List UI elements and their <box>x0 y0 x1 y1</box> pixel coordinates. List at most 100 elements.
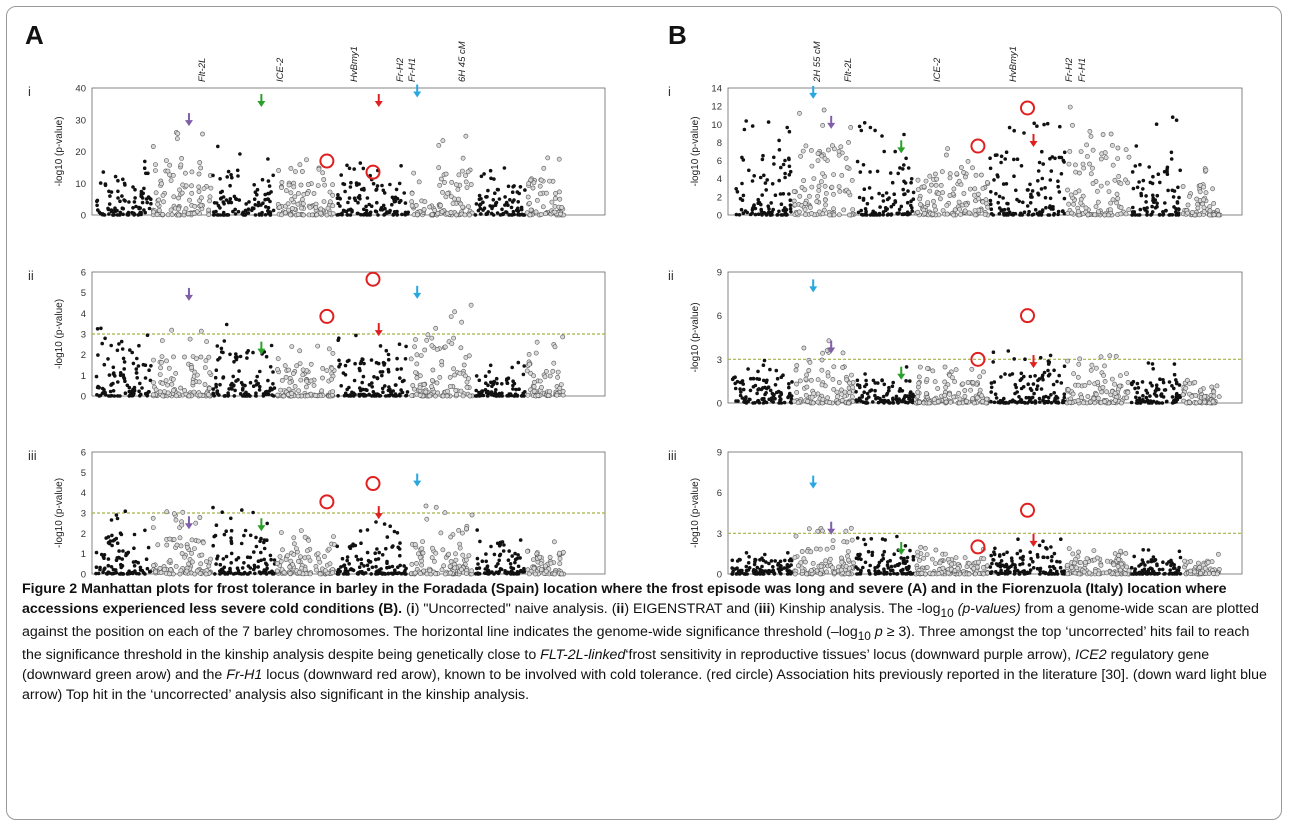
snp-point <box>107 189 111 194</box>
snp-point <box>1176 185 1180 190</box>
snp-point <box>1098 354 1104 360</box>
snp-point <box>785 125 789 130</box>
plot-area <box>727 451 1243 575</box>
snp-point <box>393 568 397 572</box>
arrow-head <box>374 101 383 108</box>
snp-point <box>537 378 543 384</box>
snp-point <box>120 557 124 561</box>
snp-point <box>437 182 443 188</box>
snp-point <box>291 552 297 558</box>
snp-point <box>409 393 415 399</box>
snp-point <box>183 206 189 212</box>
y-tick-label: 4 <box>717 174 722 185</box>
snp-point <box>364 208 369 213</box>
snp-point <box>466 553 472 558</box>
snp-point <box>240 566 245 570</box>
snp-point <box>1151 399 1156 404</box>
snp-point <box>1049 169 1054 173</box>
snp-point <box>326 546 332 552</box>
snp-point <box>390 202 394 207</box>
snp-point <box>138 211 142 216</box>
snp-point <box>402 564 406 568</box>
snp-point <box>439 567 445 573</box>
snp-point <box>229 516 233 521</box>
snp-point <box>1068 192 1074 198</box>
snp-point <box>769 201 773 205</box>
snp-point <box>559 571 564 577</box>
snp-point <box>242 561 246 565</box>
snp-point <box>1211 389 1217 395</box>
snp-point <box>287 564 293 570</box>
snp-point <box>1107 353 1113 359</box>
snp-point <box>1081 165 1087 171</box>
snp-point <box>1180 184 1186 189</box>
snp-point <box>827 556 833 562</box>
snp-point <box>933 207 938 213</box>
snp-point <box>1028 201 1033 205</box>
snp-point <box>1006 349 1011 353</box>
snp-point <box>528 370 533 376</box>
snp-point <box>762 358 767 363</box>
snp-point <box>196 171 202 177</box>
y-tick-label: 0 <box>81 392 86 403</box>
snp-point <box>1024 395 1029 400</box>
snp-point <box>1164 399 1169 404</box>
snp-point <box>751 206 755 211</box>
snp-point <box>226 169 231 174</box>
snp-point <box>870 196 874 200</box>
snp-point <box>159 354 165 359</box>
snp-point <box>120 347 125 351</box>
snp-point <box>557 189 562 195</box>
snp-point <box>548 560 554 566</box>
snp-point <box>747 168 751 173</box>
snp-point <box>1118 205 1124 210</box>
snp-point <box>288 212 293 218</box>
snp-point <box>137 389 141 394</box>
arrow-marker <box>257 341 266 355</box>
snp-point <box>1052 213 1056 217</box>
snp-point <box>1081 400 1086 406</box>
snp-point <box>992 380 997 384</box>
snp-point <box>537 191 543 197</box>
snp-point <box>895 572 900 576</box>
snp-point <box>437 374 443 380</box>
snp-point <box>779 397 783 402</box>
snp-point <box>930 556 935 562</box>
literature-hit-circle <box>970 138 986 154</box>
snp-point <box>200 131 205 137</box>
snp-point <box>224 322 229 327</box>
snp-point <box>945 146 950 152</box>
snp-point <box>999 154 1004 159</box>
snp-point <box>510 365 514 370</box>
snp-point <box>823 190 829 196</box>
snp-point <box>847 380 852 386</box>
snp-point <box>1197 399 1203 405</box>
snp-point <box>377 550 382 555</box>
snp-point <box>359 561 364 566</box>
snp-point <box>357 565 362 569</box>
figure-frame <box>6 6 1282 820</box>
snp-point <box>1042 122 1046 127</box>
snp-point <box>160 393 166 399</box>
snp-point <box>1004 150 1009 154</box>
snp-point <box>926 400 932 406</box>
snp-point <box>95 198 100 203</box>
snp-point <box>773 193 778 197</box>
snp-point <box>430 367 436 373</box>
snp-point <box>1044 205 1048 210</box>
snp-point <box>789 394 794 398</box>
snp-point <box>988 198 993 203</box>
gene-label: Fr-H2 <box>1064 57 1075 82</box>
snp-point <box>794 363 800 368</box>
snp-point <box>900 570 904 574</box>
snp-point <box>911 554 916 559</box>
snp-point <box>869 537 874 541</box>
snp-point <box>320 375 325 381</box>
snp-point <box>518 569 523 574</box>
snp-point <box>1201 197 1206 203</box>
snp-point <box>543 211 548 217</box>
snp-point <box>1043 186 1047 190</box>
snp-point <box>1141 394 1145 398</box>
snp-point <box>339 173 344 177</box>
snp-point <box>453 182 459 188</box>
